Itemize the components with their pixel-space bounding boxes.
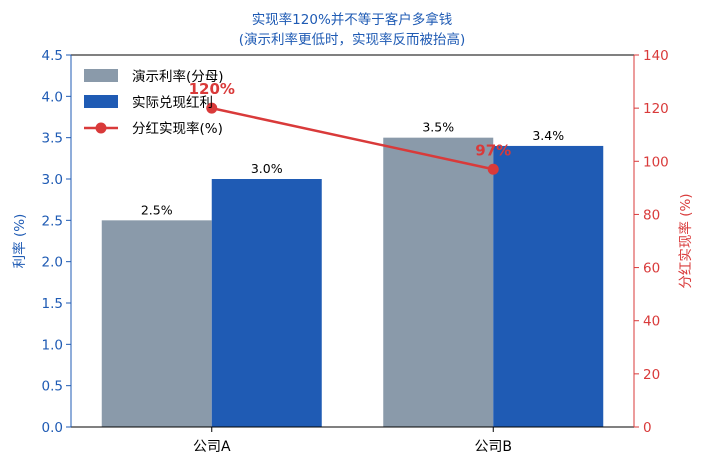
y-left-tick-label: 1.0 bbox=[42, 337, 63, 353]
y-left-tick-label: 0.0 bbox=[42, 420, 63, 436]
y-left-tick-label: 2.5 bbox=[42, 213, 63, 229]
y-right-tick-label: 100 bbox=[643, 154, 669, 170]
legend-label: 分红实现率(%) bbox=[132, 120, 223, 137]
bar-value-label: 3.0% bbox=[251, 161, 283, 176]
y-left-tick-label: 0.5 bbox=[42, 379, 63, 395]
y-right-tick-label: 140 bbox=[643, 48, 669, 64]
chart-subtitle: (演示利率更低时，实现率反而被抬高) bbox=[239, 31, 466, 48]
x-tick-label: 公司B bbox=[474, 439, 512, 455]
y-right-tick-label: 40 bbox=[643, 314, 660, 330]
legend-swatch-1 bbox=[84, 69, 118, 82]
bar-value-label: 3.4% bbox=[532, 128, 564, 143]
y-right-tick-label: 60 bbox=[643, 261, 660, 277]
y-right-tick-label: 80 bbox=[643, 207, 660, 223]
y-left-tick-label: 3.0 bbox=[42, 172, 63, 188]
line-point-2 bbox=[487, 163, 499, 175]
bar-value-label: 2.5% bbox=[141, 202, 173, 217]
x-tick-label: 公司A bbox=[193, 439, 231, 455]
y-left-tick-label: 1.5 bbox=[42, 296, 63, 312]
bar-1-1 bbox=[101, 220, 212, 427]
bar-2-1 bbox=[211, 179, 322, 427]
y-axis-left-title: 利率 (%) bbox=[11, 214, 28, 269]
line-series-path bbox=[211, 106, 494, 171]
y-left-tick-label: 4.5 bbox=[42, 48, 63, 64]
bar-1-2 bbox=[383, 137, 494, 427]
line-value-label: 120% bbox=[189, 80, 235, 98]
legend-line-marker bbox=[95, 122, 107, 134]
legend-label: 实际兑现红利 bbox=[132, 95, 213, 111]
chart-title: 实现率120%并不等于客户多拿钱 bbox=[252, 11, 453, 28]
line-value-label: 97% bbox=[475, 141, 511, 159]
legend-swatch-2 bbox=[84, 95, 118, 108]
bar-2-2 bbox=[493, 145, 604, 427]
y-left-tick-label: 2.0 bbox=[42, 255, 63, 271]
y-right-tick-label: 0 bbox=[643, 420, 652, 436]
y-right-tick-label: 20 bbox=[643, 367, 660, 383]
y-left-tick-label: 4.0 bbox=[42, 89, 63, 105]
line-point-1 bbox=[206, 102, 218, 114]
y-left-tick-label: 3.5 bbox=[42, 131, 63, 147]
bar-value-label: 3.5% bbox=[422, 120, 454, 135]
legend-label: 演示利率(分母) bbox=[132, 68, 224, 85]
y-right-tick-label: 120 bbox=[643, 101, 669, 117]
y-axis-right-title: 分红实现率 (%) bbox=[677, 193, 694, 288]
